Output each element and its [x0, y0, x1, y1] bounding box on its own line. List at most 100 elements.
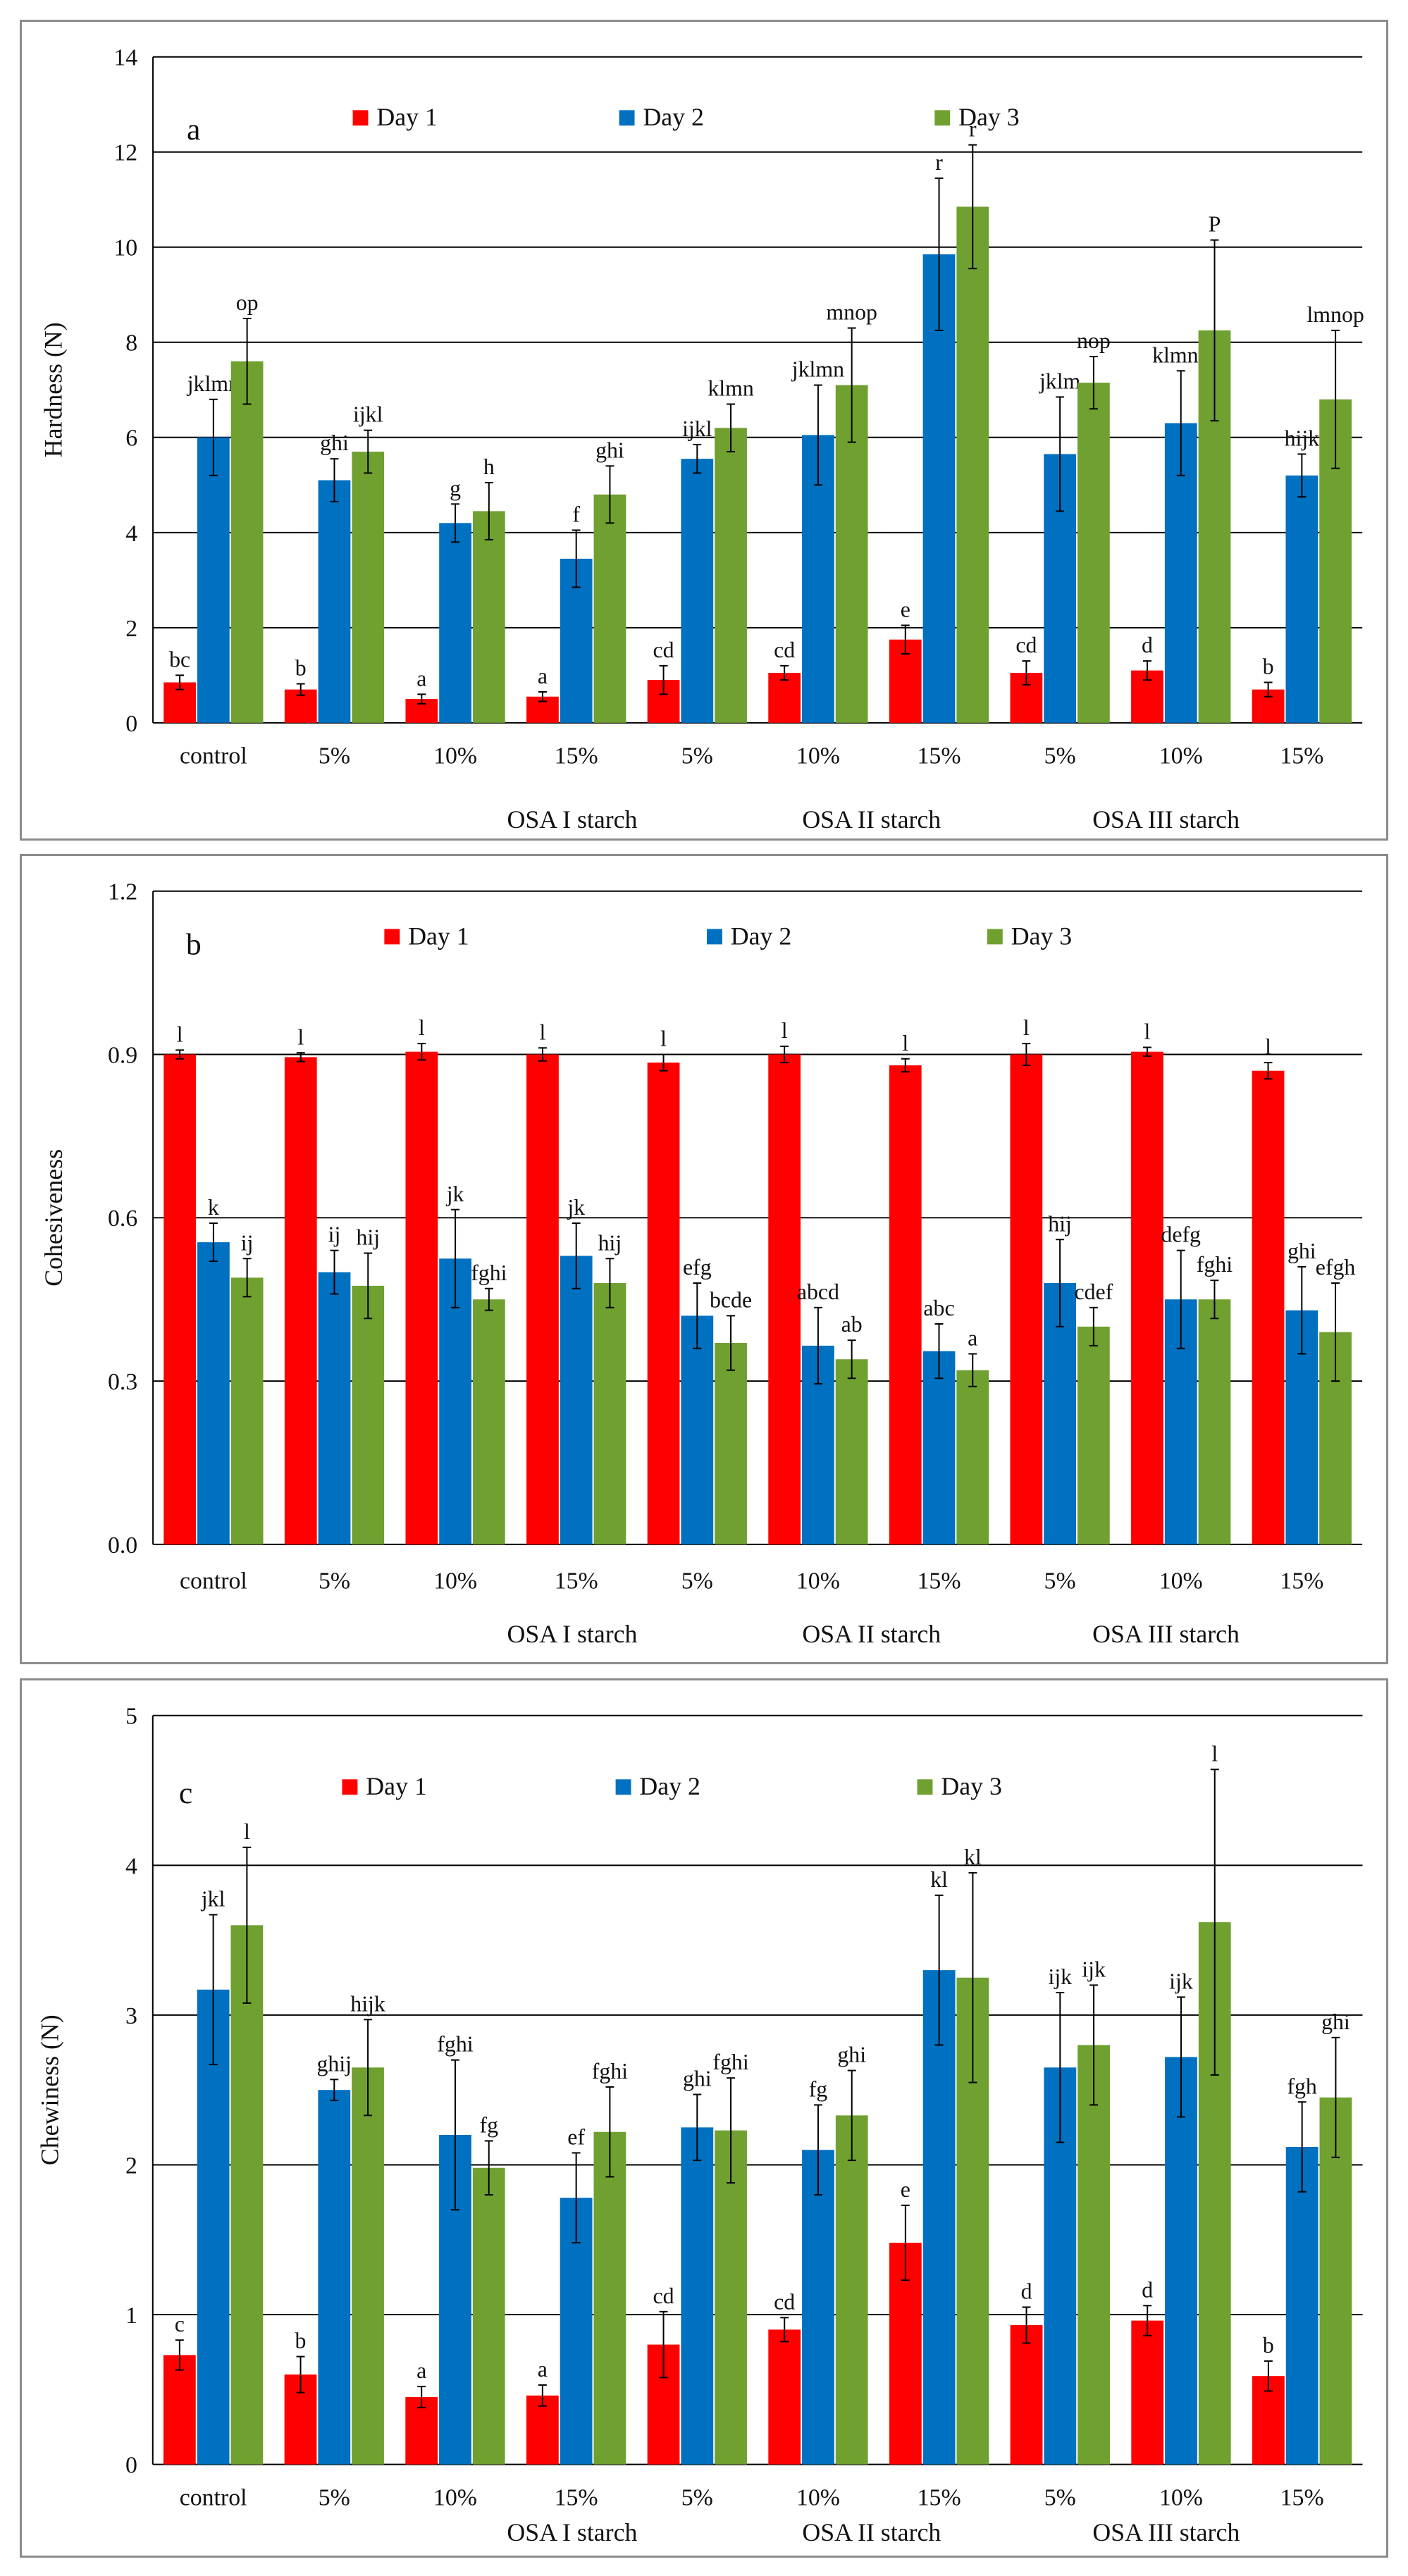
significance-letter: ghi — [837, 2043, 866, 2067]
y-tick-label: 0.6 — [108, 1206, 137, 1232]
category-label: 10% — [433, 2484, 477, 2510]
category-label: control — [180, 2484, 247, 2510]
bar-day-2 — [922, 1351, 956, 1544]
bar-day-2 — [922, 1970, 956, 2465]
significance-letter: ghi — [1287, 1239, 1316, 1263]
y-axis-title: Cohesiveness — [39, 1149, 68, 1287]
group-label: OSA III starch — [1092, 1620, 1240, 1648]
significance-letter: ghi — [595, 438, 624, 462]
cohesiveness-chart-panel: 0.0 0.3 0.6 0.9 1.2 Cohesiveness b l l l l l l l l l l k i… — [20, 854, 1388, 1664]
significance-letter: mnop — [826, 300, 877, 325]
y-tick-label: 0.3 — [108, 1369, 137, 1395]
significance-letter: e — [901, 2177, 910, 2202]
bar-day-3 — [956, 1370, 989, 1544]
significance-letter: d — [1021, 2279, 1032, 2303]
bar-day-3 — [593, 2131, 626, 2465]
significance-letter: b — [1263, 2333, 1274, 2358]
legend-swatch — [615, 1779, 631, 1795]
bar-day-2 — [197, 1242, 230, 1544]
significance-letter: l — [660, 1027, 667, 1051]
significance-letter: ef — [567, 2125, 585, 2150]
bar-day-1 — [526, 2395, 559, 2465]
significance-letter: lmnop — [1307, 302, 1364, 327]
bar-day-3 — [472, 2167, 505, 2465]
bar-day-3 — [1077, 1326, 1110, 1544]
significance-letter: ghi — [1321, 2010, 1350, 2034]
category-label: 10% — [433, 743, 477, 769]
bar-day-3 — [715, 428, 747, 723]
bar-day-2 — [439, 523, 471, 723]
bar-day-1 — [647, 1063, 680, 1544]
significance-letter: hij — [356, 1225, 380, 1250]
significance-letter: l — [244, 1819, 250, 1844]
panel-label: a — [187, 113, 200, 147]
bar-day-1 — [1010, 2324, 1043, 2465]
y-tick-label: 0.9 — [108, 1042, 137, 1068]
category-label: 15% — [1280, 1568, 1323, 1594]
bar-day-2 — [1285, 475, 1319, 723]
bar-day-1 — [768, 1054, 801, 1544]
y-tick-label: 12 — [113, 140, 137, 166]
significance-letter: b — [295, 2329, 307, 2353]
y-tick-label: 6 — [125, 426, 137, 452]
bar-day-2 — [681, 1315, 714, 1544]
significance-letter: bcde — [710, 1287, 752, 1312]
significance-letter: ij — [241, 1230, 254, 1255]
significance-letter: ij — [328, 1222, 341, 1247]
legend-label: Day 2 — [639, 1772, 700, 1800]
significance-letter: a — [416, 2358, 426, 2383]
y-tick-label: 8 — [125, 330, 137, 357]
bar-day-3 — [230, 1925, 264, 2465]
significance-letter: defg — [1161, 1222, 1201, 1247]
bar-day-2 — [318, 480, 351, 723]
significance-letter: r — [935, 150, 943, 175]
bar-day-1 — [1010, 1054, 1043, 1544]
significance-letter: abcd — [797, 1280, 839, 1304]
significance-letter: jklm — [1039, 369, 1081, 393]
significance-letter: g — [450, 476, 461, 500]
significance-letter: l — [1211, 1741, 1218, 1766]
bar-day-2 — [318, 1272, 351, 1544]
category-label: control — [180, 1568, 247, 1594]
bar-day-2 — [1285, 2146, 1319, 2465]
significance-letter: a — [538, 2357, 548, 2382]
category-label: 5% — [1044, 1568, 1076, 1594]
y-tick-label: 5 — [125, 1704, 137, 1730]
category-label: 10% — [1159, 1568, 1203, 1594]
significance-letter: fgh — [1287, 2074, 1317, 2098]
significance-letter: l — [419, 1015, 425, 1040]
significance-letter: efg — [683, 1255, 712, 1280]
hardness-chart: 0 2 4 6 8 10 12 14 Hardness (N) a bc b a a cd cd e cd d b jk… — [39, 45, 1364, 834]
category-label: 15% — [555, 743, 598, 769]
significance-letter: f — [572, 502, 580, 527]
legend-swatch — [384, 929, 400, 945]
y-tick-label: 4 — [125, 521, 137, 547]
y-tick-label: 0.0 — [108, 1532, 137, 1559]
legend-label: Day 1 — [376, 103, 438, 131]
bar-day-2 — [681, 459, 714, 723]
bar-day-3 — [230, 361, 264, 723]
bar-day-3 — [352, 2067, 384, 2465]
significance-letter: fghi — [471, 1261, 507, 1285]
significance-letter: ijk — [1082, 1957, 1106, 1981]
category-label: 10% — [796, 1568, 840, 1594]
legend-label: Day 3 — [958, 103, 1019, 131]
significance-letter: cd — [774, 638, 795, 662]
legend-label: Day 2 — [643, 103, 704, 131]
significance-letter: nop — [1077, 328, 1111, 353]
bar-day-1 — [163, 2355, 196, 2465]
legend-swatch — [619, 110, 635, 126]
y-tick-label: 2 — [125, 616, 137, 642]
significance-letter: d — [1142, 2277, 1153, 2302]
legend-label: Day 1 — [408, 922, 469, 950]
significance-letter: ijkl — [682, 416, 712, 441]
group-label: OSA II starch — [802, 2518, 941, 2546]
group-label: OSA I starch — [507, 2518, 637, 2546]
bar-day-1 — [889, 1065, 922, 1544]
group-label: OSA II starch — [802, 805, 941, 834]
category-label: 5% — [681, 2484, 713, 2510]
significance-letter: l — [782, 1018, 788, 1043]
significance-letter: efgh — [1316, 1255, 1356, 1280]
bar-day-1 — [768, 672, 801, 723]
group-label: OSA III starch — [1092, 2518, 1240, 2546]
